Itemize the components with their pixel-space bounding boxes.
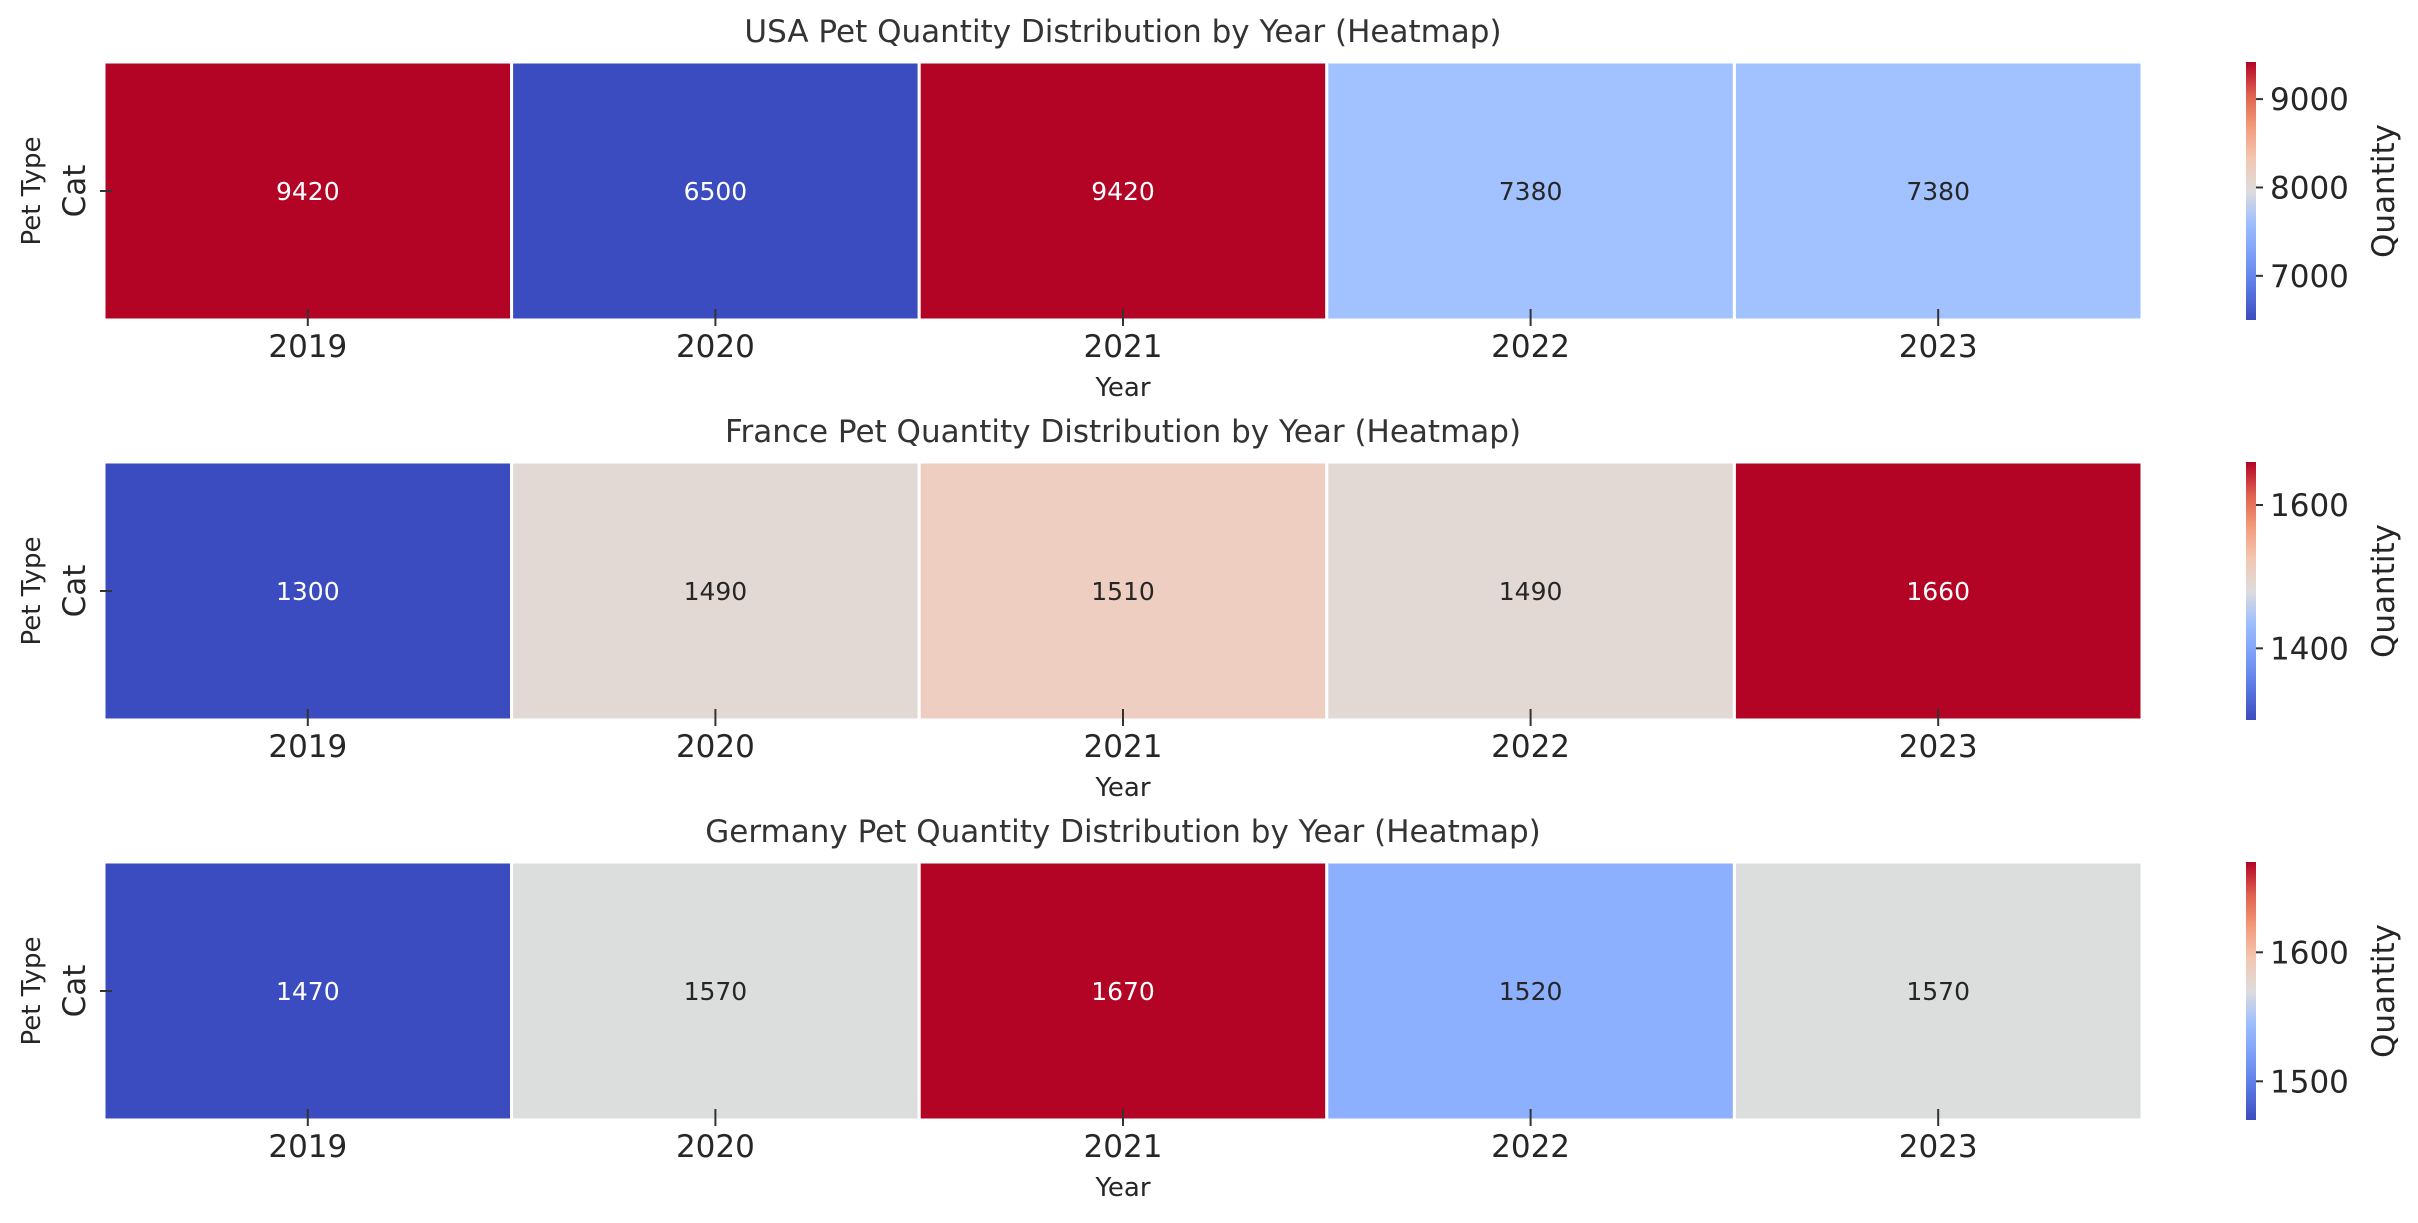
heatmap-cell <box>510 460 921 722</box>
x-axis-label: Year <box>1094 373 1150 403</box>
colorbar-tick-label: 9000 <box>2270 82 2349 118</box>
colorbar-label: Quantity <box>2366 124 2402 258</box>
x-tick-label: 2021 <box>1084 729 1163 765</box>
x-tick-label: 2023 <box>1899 729 1978 765</box>
colorbar <box>2246 62 2256 320</box>
heatmap-cell <box>917 60 1329 322</box>
y-axis-label: Pet Type <box>17 537 47 646</box>
chart-title: France Pet Quantity Distribution by Year… <box>725 414 1521 450</box>
chart-title: USA Pet Quantity Distribution by Year (H… <box>744 14 1501 50</box>
heatmap-cell <box>102 60 514 322</box>
x-tick-label: 2020 <box>676 729 755 765</box>
y-axis-label: Pet Type <box>17 137 47 246</box>
cell-value-label: 6500 <box>684 177 748 206</box>
cell-value-label: 9420 <box>1091 177 1155 206</box>
x-tick-label: 2019 <box>268 1129 347 1165</box>
y-tick-label: Cat <box>57 565 93 618</box>
x-tick-label: 2022 <box>1491 1129 1570 1165</box>
colorbar-tick-label: 1600 <box>2270 488 2349 524</box>
colorbar-label: Quantity <box>2366 924 2402 1058</box>
colorbar-tick-label: 1400 <box>2270 631 2349 667</box>
colorbar-tick-label: 7000 <box>2270 259 2349 295</box>
heatmap-cell <box>510 860 921 1122</box>
x-tick-label: 2023 <box>1899 329 1978 365</box>
y-tick-label: Cat <box>57 165 93 218</box>
cell-value-label: 1570 <box>1906 977 1970 1006</box>
heatmap-panel: USA Pet Quantity Distribution by Year (H… <box>17 14 2402 403</box>
x-tick-label: 2021 <box>1084 1129 1163 1165</box>
heatmap-panel: France Pet Quantity Distribution by Year… <box>17 414 2402 803</box>
cell-value-label: 1660 <box>1906 577 1970 606</box>
x-tick-label: 2022 <box>1491 329 1570 365</box>
y-tick-label: Cat <box>57 965 93 1018</box>
x-axis-label: Year <box>1094 773 1150 803</box>
cell-value-label: 1470 <box>276 977 340 1006</box>
heatmap-cell <box>1325 860 1736 1122</box>
heatmap-cell <box>1732 860 2144 1122</box>
x-tick-label: 2019 <box>268 729 347 765</box>
cell-value-label: 1510 <box>1091 577 1155 606</box>
heatmap-cell <box>1732 460 2144 722</box>
heatmap-cell <box>102 860 514 1122</box>
x-axis-label: Year <box>1094 1173 1150 1203</box>
cell-value-label: 1490 <box>684 577 748 606</box>
x-tick-label: 2023 <box>1899 1129 1978 1165</box>
colorbar-tick-label: 1600 <box>2270 935 2349 971</box>
x-tick-label: 2020 <box>676 329 755 365</box>
y-axis-label: Pet Type <box>17 937 47 1046</box>
colorbar-tick-label: 1500 <box>2270 1064 2349 1100</box>
heatmap-cell <box>1325 60 1736 322</box>
cell-value-label: 1490 <box>1499 577 1563 606</box>
heatmap-cell <box>1325 460 1736 722</box>
heatmap-cell <box>510 60 921 322</box>
cell-value-label: 1300 <box>276 577 340 606</box>
colorbar <box>2246 862 2256 1120</box>
colorbar-label: Quantity <box>2366 524 2402 658</box>
heatmap-cell <box>102 460 514 722</box>
x-tick-label: 2020 <box>676 1129 755 1165</box>
cell-value-label: 7380 <box>1499 177 1563 206</box>
cell-value-label: 9420 <box>276 177 340 206</box>
colorbar <box>2246 462 2256 720</box>
cell-value-label: 7380 <box>1906 177 1970 206</box>
cell-value-label: 1670 <box>1091 977 1155 1006</box>
heatmap-cell <box>1732 60 2144 322</box>
cell-value-label: 1520 <box>1499 977 1563 1006</box>
cell-value-label: 1570 <box>684 977 748 1006</box>
colorbar-tick-label: 8000 <box>2270 170 2349 206</box>
x-tick-label: 2022 <box>1491 729 1570 765</box>
heatmap-panel: Germany Pet Quantity Distribution by Yea… <box>17 814 2402 1203</box>
x-tick-label: 2019 <box>268 329 347 365</box>
chart-title: Germany Pet Quantity Distribution by Yea… <box>705 814 1541 850</box>
x-tick-label: 2021 <box>1084 329 1163 365</box>
